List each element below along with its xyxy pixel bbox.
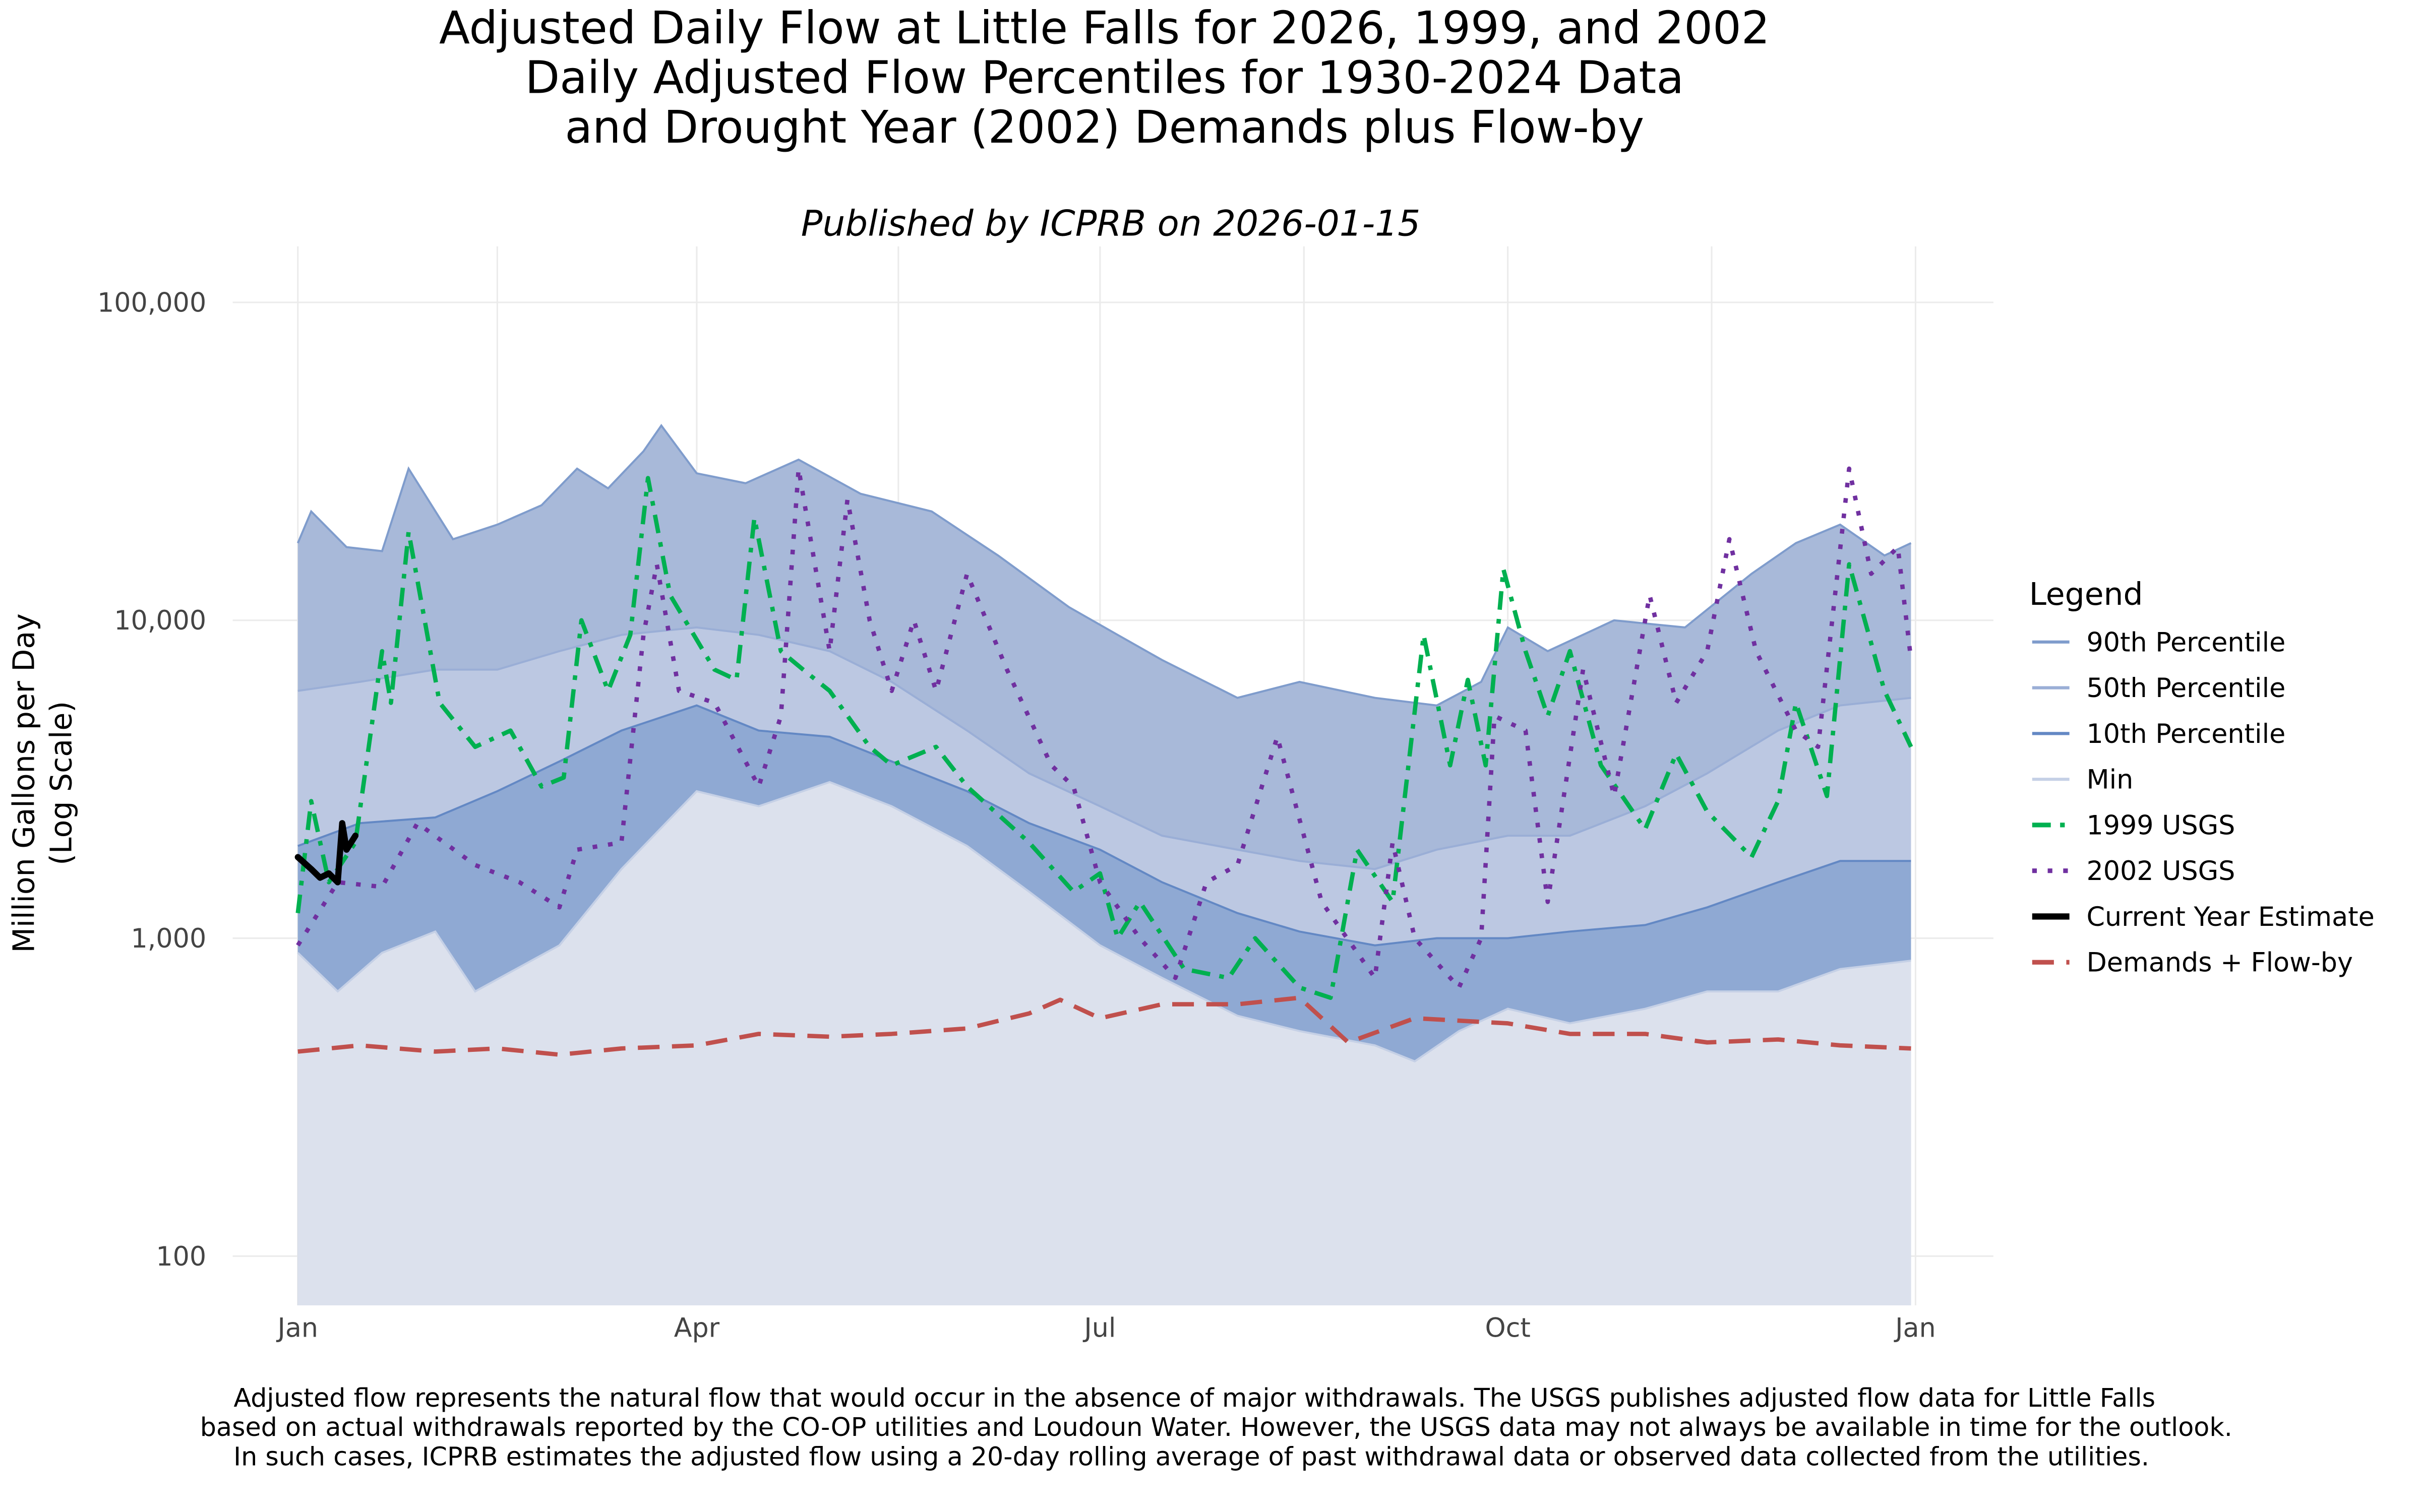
line-2002-usgs [296, 466, 1913, 990]
footnote-line-2: based on actual withdrawals reported by … [200, 1412, 2232, 1442]
lines [294, 423, 1913, 1063]
line-current-year-estimate [294, 820, 359, 886]
y-ticks: 100 1,000 10,000 100,000 [97, 287, 206, 1272]
x-tick-label: Jul [1082, 1312, 1116, 1343]
legend-item: 90th Percentile [2032, 627, 2285, 658]
title-line-1: Adjusted Daily Flow at Little Falls for … [439, 2, 1770, 54]
ylabel-line-2: (Log Scale) [44, 701, 79, 865]
y-tick-label: 10,000 [114, 605, 206, 636]
band-min [297, 782, 1911, 1306]
legend-label: Current Year Estimate [2086, 902, 2374, 932]
line-90th-percentile [296, 423, 1912, 707]
legend-item: 10th Percentile [2032, 719, 2285, 749]
ylabel-line-1: Million Gallons per Day [7, 613, 41, 953]
legend-label: 10th Percentile [2086, 719, 2285, 749]
y-axis-label: Million Gallons per Day (Log Scale) [7, 613, 79, 953]
title-line-3: and Drought Year (2002) Demands plus Flo… [565, 101, 1644, 154]
line-demands-flow-by [297, 995, 1911, 1057]
footnote-line-1: Adjusted flow represents the natural flo… [233, 1383, 2155, 1413]
legend-label: Min [2086, 765, 2133, 795]
footnote: Adjusted flow represents the natural flo… [200, 1383, 2232, 1472]
footnote-line-3: In such cases, ICPRB estimates the adjus… [233, 1442, 2149, 1472]
legend-item: 50th Percentile [2032, 673, 2285, 704]
legend: Legend 90th Percentile 50th Percentile 10t… [2029, 576, 2375, 978]
x-tick-label: Jan [276, 1312, 318, 1343]
bands [297, 425, 1911, 1306]
legend-label: Demands + Flow-by [2086, 948, 2353, 978]
y-tick-label: 100,000 [97, 287, 206, 318]
x-ticks: Jan Apr Jul Oct Jan [276, 1312, 1935, 1343]
legend-item: 1999 USGS [2032, 810, 2235, 841]
line-min [297, 781, 1911, 1063]
y-tick-label: 1,000 [131, 923, 207, 954]
legend-item: Current Year Estimate [2032, 902, 2375, 932]
legend-label: 1999 USGS [2086, 810, 2235, 841]
chart-title: Adjusted Daily Flow at Little Falls for … [439, 2, 1770, 154]
legend-label: 90th Percentile [2086, 627, 2285, 658]
x-tick-label: Oct [1485, 1312, 1530, 1343]
line-1999-usgs [295, 476, 1913, 1000]
x-tick-label: Jan [1894, 1312, 1936, 1343]
line-50th-percentile [297, 626, 1911, 870]
y-tick-label: 100 [156, 1241, 206, 1272]
title-line-2: Daily Adjusted Flow Percentiles for 1930… [525, 52, 1684, 104]
legend-title: Legend [2029, 576, 2143, 612]
legend-label: 2002 USGS [2086, 856, 2235, 887]
x-tick-label: Apr [674, 1312, 720, 1343]
legend-item: Demands + Flow-by [2032, 948, 2353, 978]
legend-label: 50th Percentile [2086, 673, 2285, 704]
legend-item: 2002 USGS [2032, 856, 2235, 887]
line-10th-percentile [297, 704, 1911, 947]
legend-item: Min [2032, 765, 2133, 795]
chart-subtitle: Published by ICPRB on 2026-01-15 [801, 203, 1421, 244]
